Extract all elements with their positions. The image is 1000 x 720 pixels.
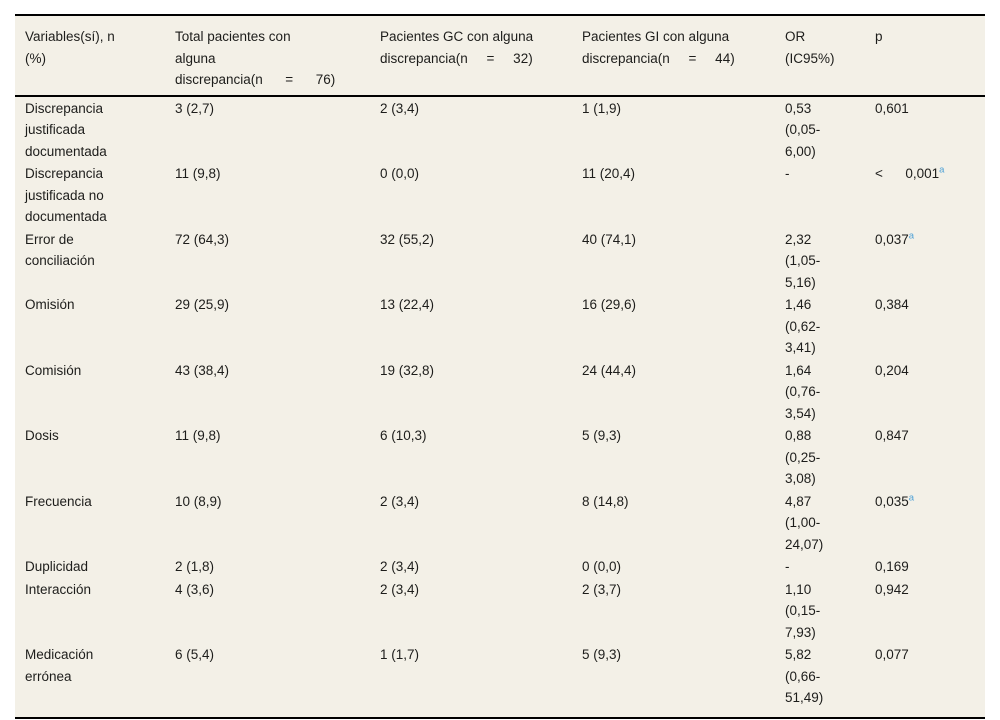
cell-or: 0,53 (0,05- 6,00) xyxy=(785,100,821,159)
cell-total: 72 (64,3) xyxy=(175,231,230,247)
page: Variables(sí), n (%) Total pacientes con… xyxy=(0,14,1000,720)
cell-variable: Duplicidad xyxy=(25,559,89,574)
cell-gi: 11 (20,4) xyxy=(582,166,636,181)
cell-total: 11 (9,8) xyxy=(175,166,221,181)
table-row: Duplicidad 2 (1,8) 2 (3,4) 0 (0,0) - 0,1… xyxy=(15,555,985,578)
cell-p: 0,601 xyxy=(865,96,985,163)
table-row: Frecuencia 10 (8,9) 2 (3,4) 8 (14,8) 4,8… xyxy=(15,490,985,556)
cell-gi: 5 (9,3) xyxy=(582,428,622,443)
cell-total: 6 (5,4) xyxy=(175,647,215,662)
cell-p: 0,169 xyxy=(865,555,985,578)
cell-total: 43 (38,4) xyxy=(175,362,230,378)
cell-gi: 2 (3,7) xyxy=(582,581,622,597)
p-value: 0,035 xyxy=(875,493,909,509)
cell-total: 11 (9,8) xyxy=(175,428,221,443)
table-row: Interacción 4 (3,6) 2 (3,4) 2 (3,7) 1,10… xyxy=(15,578,985,644)
table-row: Discrepancia justificada documentada 3 (… xyxy=(15,96,985,163)
footnote-a-link[interactable]: a xyxy=(939,164,945,176)
cell-or: 4,87 (1,00- 24,07) xyxy=(785,493,824,552)
p-value: 0,384 xyxy=(875,297,909,312)
cell-gi: 0 (0,0) xyxy=(582,559,622,574)
col-header-variables: Variables(sí), n (%) xyxy=(15,15,165,97)
cell-gi: 1 (1,9) xyxy=(582,100,622,116)
p-value: 0,847 xyxy=(875,428,909,443)
cell-variable: Dosis xyxy=(25,428,59,443)
cell-or: 5,82 (0,66- 51,49) xyxy=(785,647,824,705)
cell-p: 0,204 xyxy=(865,359,985,425)
cell-gc: 0 (0,0) xyxy=(380,166,420,181)
p-value: 0,037 xyxy=(875,231,909,247)
table-row: Medicación errónea 6 (5,4) 1 (1,7) 5 (9,… xyxy=(15,643,985,718)
header-row: Variables(sí), n (%) Total pacientes con… xyxy=(15,15,985,97)
footnote-a-link[interactable]: a xyxy=(908,230,915,241)
cell-gi: 16 (29,6) xyxy=(582,297,637,312)
cell-gc: 6 (10,3) xyxy=(380,428,427,443)
discrepancy-table: Variables(sí), n (%) Total pacientes con… xyxy=(15,14,985,719)
cell-variable: Comisión xyxy=(25,362,82,378)
cell-gc: 2 (3,4) xyxy=(380,581,420,597)
cell-gc: 2 (3,4) xyxy=(380,493,420,509)
col-header-gi: Pacientes GI con alguna discrepancia(n =… xyxy=(572,15,775,97)
cell-gc: 19 (32,8) xyxy=(380,362,435,378)
table-body: Discrepancia justificada documentada 3 (… xyxy=(15,96,985,718)
cell-total: 2 (1,8) xyxy=(175,559,215,574)
table-row: Error de conciliación 72 (64,3) 32 (55,2… xyxy=(15,228,985,294)
p-value: 0,942 xyxy=(875,581,909,597)
cell-or: - xyxy=(785,166,790,181)
cell-variable: Interacción xyxy=(25,581,92,597)
p-value: < 0,001 xyxy=(875,166,940,181)
cell-gc: 32 (55,2) xyxy=(380,231,435,247)
cell-variable: Discrepancia justificada documentada xyxy=(25,100,107,159)
cell-variable: Frecuencia xyxy=(25,493,92,509)
col-header-or: OR (IC95%) xyxy=(775,15,865,97)
cell-gc: 2 (3,4) xyxy=(380,100,420,116)
col-header-gc: Pacientes GC con alguna discrepancia(n =… xyxy=(370,15,572,97)
cell-gc: 13 (22,4) xyxy=(380,297,435,312)
table-row: Discrepancia justificada no documentada … xyxy=(15,162,985,228)
cell-p: 0,847 xyxy=(865,424,985,490)
cell-gi: 5 (9,3) xyxy=(582,647,622,662)
cell-total: 10 (8,9) xyxy=(175,493,222,509)
cell-or: 2,32 (1,05- 5,16) xyxy=(785,231,821,290)
p-value: 0,169 xyxy=(875,559,909,574)
footnote-a-link[interactable]: a xyxy=(908,492,915,503)
cell-total: 4 (3,6) xyxy=(175,581,215,597)
cell-gc: 2 (3,4) xyxy=(380,559,420,574)
cell-variable: Medicación errónea xyxy=(25,647,94,684)
p-value: 0,077 xyxy=(875,647,909,662)
p-value: 0,601 xyxy=(875,100,909,116)
cell-variable: Omisión xyxy=(25,297,75,312)
p-value: 0,204 xyxy=(875,362,909,378)
cell-p: 0,035a xyxy=(865,490,985,556)
cell-total: 3 (2,7) xyxy=(175,100,215,116)
col-header-total: Total pacientes con alguna discrepancia(… xyxy=(165,15,370,97)
cell-or: 1,64 (0,76- 3,54) xyxy=(785,362,821,421)
cell-p: < 0,001a xyxy=(865,162,985,228)
col-header-p: p xyxy=(865,15,985,97)
cell-gi: 8 (14,8) xyxy=(582,493,629,509)
table-header: Variables(sí), n (%) Total pacientes con… xyxy=(15,15,985,97)
table-row: Dosis 11 (9,8) 6 (10,3) 5 (9,3) 0,88 (0,… xyxy=(15,424,985,490)
cell-or: - xyxy=(785,559,790,574)
cell-gi: 24 (44,4) xyxy=(582,362,637,378)
cell-or: 1,46 (0,62- 3,41) xyxy=(785,297,821,355)
cell-total: 29 (25,9) xyxy=(175,297,230,312)
cell-or: 1,10 (0,15- 7,93) xyxy=(785,581,821,640)
cell-variable: Error de conciliación xyxy=(25,231,95,269)
table-row: Comisión 43 (38,4) 19 (32,8) 24 (44,4) 1… xyxy=(15,359,985,425)
cell-p: 0,384 xyxy=(865,293,985,359)
cell-p: 0,942 xyxy=(865,578,985,644)
table-row: Omisión 29 (25,9) 13 (22,4) 16 (29,6) 1,… xyxy=(15,293,985,359)
cell-gc: 1 (1,7) xyxy=(380,647,420,662)
cell-or: 0,88 (0,25- 3,08) xyxy=(785,428,821,486)
cell-p: 0,077 xyxy=(865,643,985,718)
cell-gi: 40 (74,1) xyxy=(582,231,637,247)
cell-p: 0,037a xyxy=(865,228,985,294)
cell-variable: Discrepancia justificada no documentada xyxy=(25,166,107,224)
